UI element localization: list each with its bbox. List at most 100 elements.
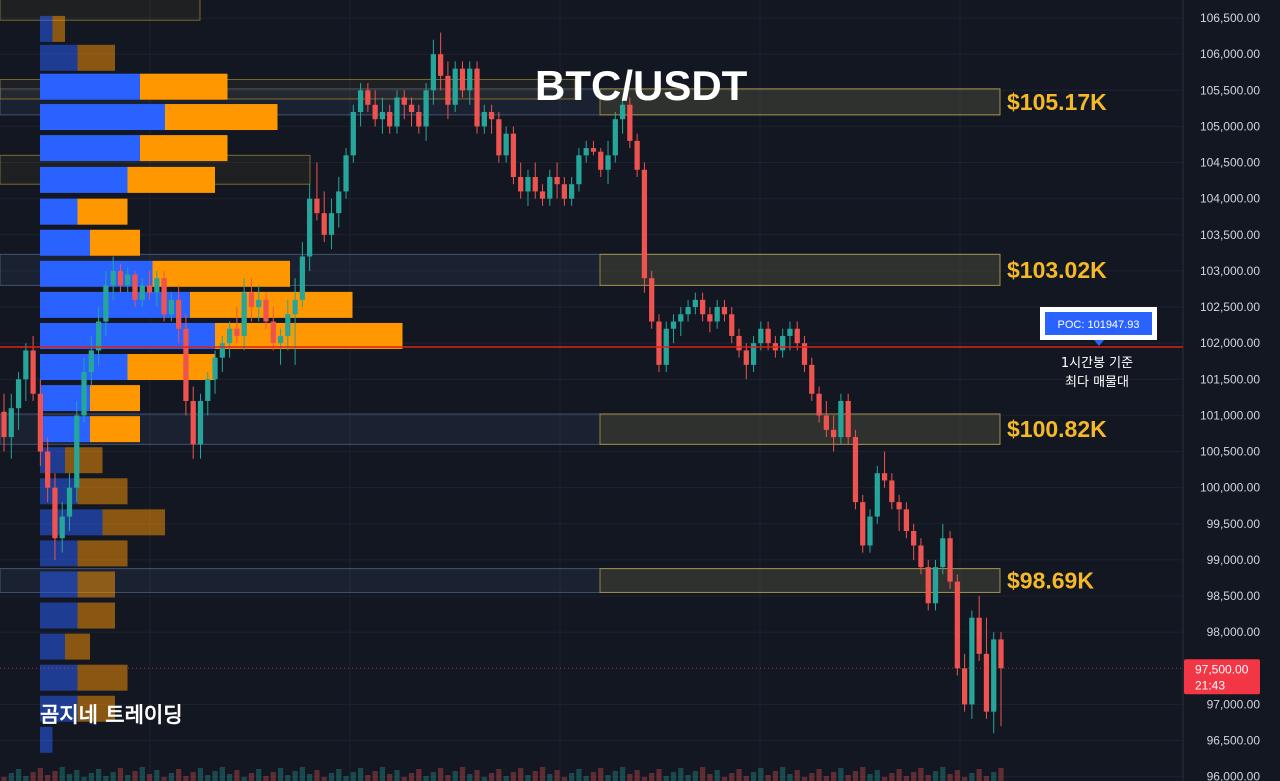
candle-body[interactable]: [467, 68, 473, 91]
candle-body[interactable]: [707, 314, 713, 322]
candle-body[interactable]: [299, 256, 305, 300]
candle-body[interactable]: [423, 90, 429, 127]
candle-body[interactable]: [911, 531, 917, 546]
candle-body[interactable]: [518, 177, 524, 192]
candle-body[interactable]: [969, 617, 975, 705]
candle-body[interactable]: [954, 581, 960, 669]
candle-body[interactable]: [88, 350, 94, 373]
candle-body[interactable]: [547, 177, 553, 199]
candle-body[interactable]: [103, 285, 109, 322]
candle-body[interactable]: [256, 299, 262, 308]
candle-body[interactable]: [816, 393, 822, 416]
price-axis[interactable]: 106,500.00 106,000.00 105,500.00 105,000.00…: [1182, 0, 1260, 781]
candle-body[interactable]: [183, 328, 189, 401]
candle-body[interactable]: [780, 335, 786, 351]
candle-body[interactable]: [176, 299, 182, 329]
candle-body[interactable]: [125, 274, 131, 286]
candle-body[interactable]: [947, 538, 953, 582]
candle-body[interactable]: [787, 328, 793, 336]
candle-body[interactable]: [750, 343, 757, 365]
candle-body[interactable]: [95, 321, 102, 351]
candle-body[interactable]: [459, 68, 466, 91]
candle-body[interactable]: [743, 350, 749, 365]
candle-body[interactable]: [37, 393, 44, 452]
candle-body[interactable]: [336, 191, 342, 214]
candle-body[interactable]: [932, 567, 939, 604]
candle-body[interactable]: [539, 191, 546, 199]
candle-body[interactable]: [248, 292, 255, 308]
candle-body[interactable]: [976, 617, 982, 654]
candle-body[interactable]: [583, 148, 589, 156]
candle-body[interactable]: [401, 97, 407, 105]
candle-body[interactable]: [889, 480, 895, 503]
candle-body[interactable]: [874, 473, 880, 517]
candle-body[interactable]: [692, 299, 698, 308]
candle-body[interactable]: [452, 68, 458, 105]
candle-body[interactable]: [554, 177, 560, 185]
candle-body[interactable]: [23, 350, 29, 380]
candle-body[interactable]: [117, 270, 124, 286]
candle-body[interactable]: [845, 400, 851, 438]
candle-body[interactable]: [74, 415, 80, 488]
candle-body[interactable]: [831, 429, 837, 438]
candle-body[interactable]: [823, 415, 829, 430]
candle-body[interactable]: [903, 509, 910, 532]
candle-body[interactable]: [343, 155, 349, 192]
candle-body[interactable]: [110, 270, 116, 286]
candle-body[interactable]: [670, 321, 677, 329]
candle-body[interactable]: [307, 198, 313, 257]
candle-body[interactable]: [867, 516, 873, 546]
candle-body[interactable]: [357, 90, 364, 112]
current-price-box[interactable]: [1184, 659, 1260, 695]
candle-body[interactable]: [983, 653, 990, 712]
candle-body[interactable]: [619, 104, 626, 120]
candle-body[interactable]: [991, 639, 997, 712]
candle-body[interactable]: [678, 314, 684, 322]
candle-body[interactable]: [154, 278, 160, 293]
candle-body[interactable]: [8, 408, 14, 438]
candle-body[interactable]: [503, 133, 509, 156]
candle-body[interactable]: [925, 567, 931, 604]
candle-body[interactable]: [569, 184, 575, 199]
candle-body[interactable]: [139, 285, 145, 300]
candle-body[interactable]: [81, 372, 87, 416]
candle-body[interactable]: [685, 307, 691, 315]
candle-body[interactable]: [161, 278, 167, 315]
candle-body[interactable]: [45, 451, 51, 488]
candle-body[interactable]: [794, 328, 800, 344]
candle-body[interactable]: [270, 321, 276, 344]
candle-body[interactable]: [15, 379, 22, 409]
candle-body[interactable]: [379, 111, 386, 120]
candle-body[interactable]: [474, 68, 480, 127]
candle-body[interactable]: [721, 307, 728, 315]
candle-body[interactable]: [634, 140, 640, 170]
candle-body[interactable]: [430, 54, 436, 91]
candle-body[interactable]: [809, 364, 815, 394]
candlesticks[interactable]: [1, 32, 1004, 734]
candle-body[interactable]: [510, 133, 517, 178]
candle-body[interactable]: [612, 119, 618, 156]
candle-body[interactable]: [277, 335, 284, 344]
candle-body[interactable]: [168, 299, 174, 315]
candle-body[interactable]: [838, 400, 844, 438]
candle-body[interactable]: [372, 104, 378, 120]
candle-body[interactable]: [197, 400, 204, 445]
candle-body[interactable]: [576, 155, 582, 185]
candle-body[interactable]: [226, 328, 233, 344]
candle-body[interactable]: [940, 538, 946, 568]
candle-body[interactable]: [146, 285, 153, 293]
candle-body[interactable]: [387, 111, 393, 127]
candle-body[interactable]: [881, 473, 888, 481]
candle-body[interactable]: [234, 328, 240, 336]
candle-body[interactable]: [765, 328, 771, 344]
candle-body[interactable]: [714, 307, 720, 322]
candle-body[interactable]: [656, 321, 662, 365]
candle-body[interactable]: [598, 151, 604, 170]
candle-body[interactable]: [896, 502, 902, 510]
candle-body[interactable]: [314, 198, 320, 214]
candle-body[interactable]: [52, 487, 58, 539]
candle-body[interactable]: [321, 213, 327, 235]
candle-body[interactable]: [292, 299, 298, 315]
